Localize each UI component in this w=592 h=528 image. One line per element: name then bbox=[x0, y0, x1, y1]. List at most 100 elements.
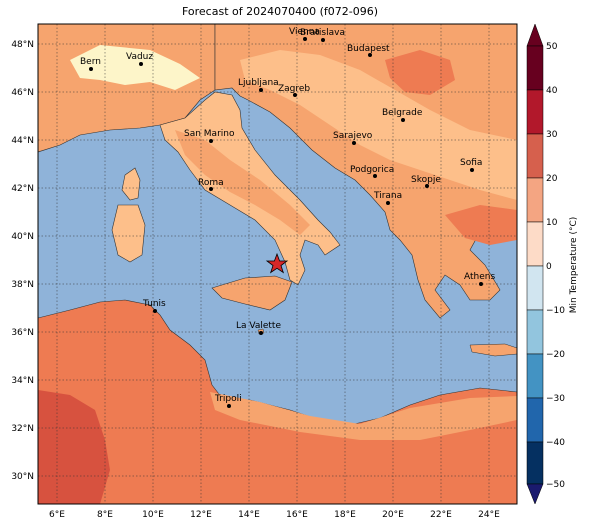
lat-axis: 48°N 46°N 44°N 42°N 40°N 38°N 36°N 34°N … bbox=[11, 40, 34, 482]
lon-tick-label: 14°E bbox=[238, 510, 260, 520]
sardinia-land bbox=[111, 204, 146, 263]
hungary-hot bbox=[385, 50, 455, 95]
colorbar-tick-label: 30 bbox=[546, 130, 558, 140]
colorbar-band bbox=[526, 265, 544, 311]
city-label: Ljubljana bbox=[238, 78, 279, 88]
sicily-land bbox=[211, 275, 293, 311]
colorbar-band bbox=[526, 45, 544, 91]
lat-tick-label: 38°N bbox=[11, 280, 34, 290]
lat-tick-label: 36°N bbox=[11, 328, 34, 338]
city-label: San Marino bbox=[184, 129, 235, 139]
lon-tick-label: 12°E bbox=[190, 510, 212, 520]
city-tunis: Tunis bbox=[142, 299, 166, 313]
city-label: Vaduz bbox=[126, 52, 153, 62]
city-athens: Athens bbox=[464, 272, 495, 286]
lon-tick-label: 8°E bbox=[97, 510, 113, 520]
city-skopje: Skopje bbox=[411, 175, 441, 188]
map-frame bbox=[37, 23, 518, 505]
lon-tick-label: 10°E bbox=[142, 510, 164, 520]
city-vaduz: Vaduz bbox=[126, 52, 153, 66]
city-label: Zagreb bbox=[278, 84, 310, 94]
city-ljubljana: Ljubljana bbox=[238, 78, 279, 92]
crete-land bbox=[469, 343, 517, 357]
city-budapest: Budapest bbox=[347, 44, 390, 57]
city-sofia: Sofia bbox=[460, 158, 482, 172]
grid-lines bbox=[38, 24, 517, 504]
colorbar-band bbox=[526, 397, 544, 443]
lat-tick-label: 48°N bbox=[11, 40, 34, 50]
balkans-cool-band bbox=[240, 50, 517, 200]
colorbar-band bbox=[526, 89, 544, 135]
city-label: Belgrade bbox=[382, 108, 423, 118]
city-bratislava: Bratislava bbox=[300, 28, 345, 42]
city-label: Roma bbox=[198, 178, 224, 188]
colorbar-tick-label: 20 bbox=[546, 174, 558, 184]
lat-tick-label: 32°N bbox=[11, 424, 34, 434]
city-belgrade: Belgrade bbox=[382, 108, 423, 122]
city-sarajevo: Sarajevo bbox=[333, 131, 373, 145]
city-label: Athens bbox=[464, 272, 495, 282]
colorbar-label: Min Temperature (°C) bbox=[569, 217, 579, 314]
lat-tick-label: 40°N bbox=[11, 232, 34, 242]
italy-warm bbox=[175, 130, 310, 235]
lon-tick-label: 22°E bbox=[430, 510, 452, 520]
city-tirana: Tirana bbox=[373, 191, 402, 205]
city-vienna: Vienna bbox=[289, 27, 320, 41]
city-label: Sarajevo bbox=[333, 131, 373, 141]
city-label: Podgorica bbox=[350, 165, 394, 175]
lon-axis: 6°E 8°E 10°E 12°E 14°E 16°E 18°E 20°E 22… bbox=[49, 510, 500, 520]
alps-cool bbox=[70, 45, 200, 90]
colorbar-tick-label: 0 bbox=[546, 262, 552, 272]
lon-tick-label: 6°E bbox=[49, 510, 65, 520]
colorbar-band bbox=[526, 353, 544, 399]
colorbar-tick-label: 50 bbox=[546, 42, 558, 52]
colorbar-band bbox=[526, 221, 544, 267]
colorbar-band bbox=[526, 177, 544, 223]
city-label: Bratislava bbox=[300, 28, 345, 38]
city-label: Tirana bbox=[373, 191, 402, 201]
colorbar-tick-label: −40 bbox=[546, 438, 565, 448]
colorbar bbox=[526, 23, 544, 505]
land-layer bbox=[38, 24, 517, 504]
city-roma: Roma bbox=[198, 178, 224, 191]
city-label: Tripoli bbox=[214, 394, 242, 404]
lat-tick-label: 34°N bbox=[11, 376, 34, 386]
lat-tick-label: 44°N bbox=[11, 136, 34, 146]
city-layer: Bern Vaduz Vienna Bratislava Budapest Lj… bbox=[80, 27, 495, 408]
colorbar-ticks: 50 40 30 20 10 0 −10 −20 −30 −40 −50 bbox=[546, 42, 565, 490]
lon-tick-label: 24°E bbox=[478, 510, 500, 520]
lat-tick-label: 30°N bbox=[11, 472, 34, 482]
page-title: Forecast of 2024070400 (f072-096) bbox=[181, 5, 379, 18]
city-san-marino: San Marino bbox=[184, 129, 235, 143]
city-la-valette: La Valette bbox=[236, 321, 281, 335]
city-label: La Valette bbox=[236, 321, 281, 331]
city-label: Budapest bbox=[347, 44, 390, 54]
lon-tick-label: 16°E bbox=[286, 510, 308, 520]
colorbar-tick-label: 40 bbox=[546, 86, 558, 96]
city-podgorica: Podgorica bbox=[350, 165, 394, 178]
city-label: Vienna bbox=[289, 27, 320, 37]
colorbar-band bbox=[526, 133, 544, 179]
lat-tick-label: 42°N bbox=[11, 184, 34, 194]
colorbar-tick-label: −30 bbox=[546, 394, 565, 404]
lon-tick-label: 18°E bbox=[334, 510, 356, 520]
city-zagreb: Zagreb bbox=[278, 84, 310, 97]
lon-tick-label: 20°E bbox=[382, 510, 404, 520]
city-label: Sofia bbox=[460, 158, 482, 168]
colorbar-top-extend bbox=[526, 23, 544, 47]
greece-hot bbox=[445, 205, 517, 245]
africa-hot-west bbox=[38, 390, 110, 504]
city-label: Tunis bbox=[142, 299, 166, 309]
city-label: Skopje bbox=[411, 175, 441, 185]
colorbar-tick-label: −10 bbox=[546, 306, 565, 316]
city-label: Bern bbox=[80, 57, 101, 67]
colorbar-tick-label: 10 bbox=[546, 218, 558, 228]
colorbar-band bbox=[526, 309, 544, 355]
star-marker bbox=[265, 252, 289, 274]
lat-tick-label: 46°N bbox=[11, 88, 34, 98]
colorbar-band bbox=[526, 441, 544, 485]
city-bern: Bern bbox=[80, 57, 101, 71]
colorbar-tick-label: −20 bbox=[546, 350, 565, 360]
colorbar-tick-label: −50 bbox=[546, 480, 565, 490]
